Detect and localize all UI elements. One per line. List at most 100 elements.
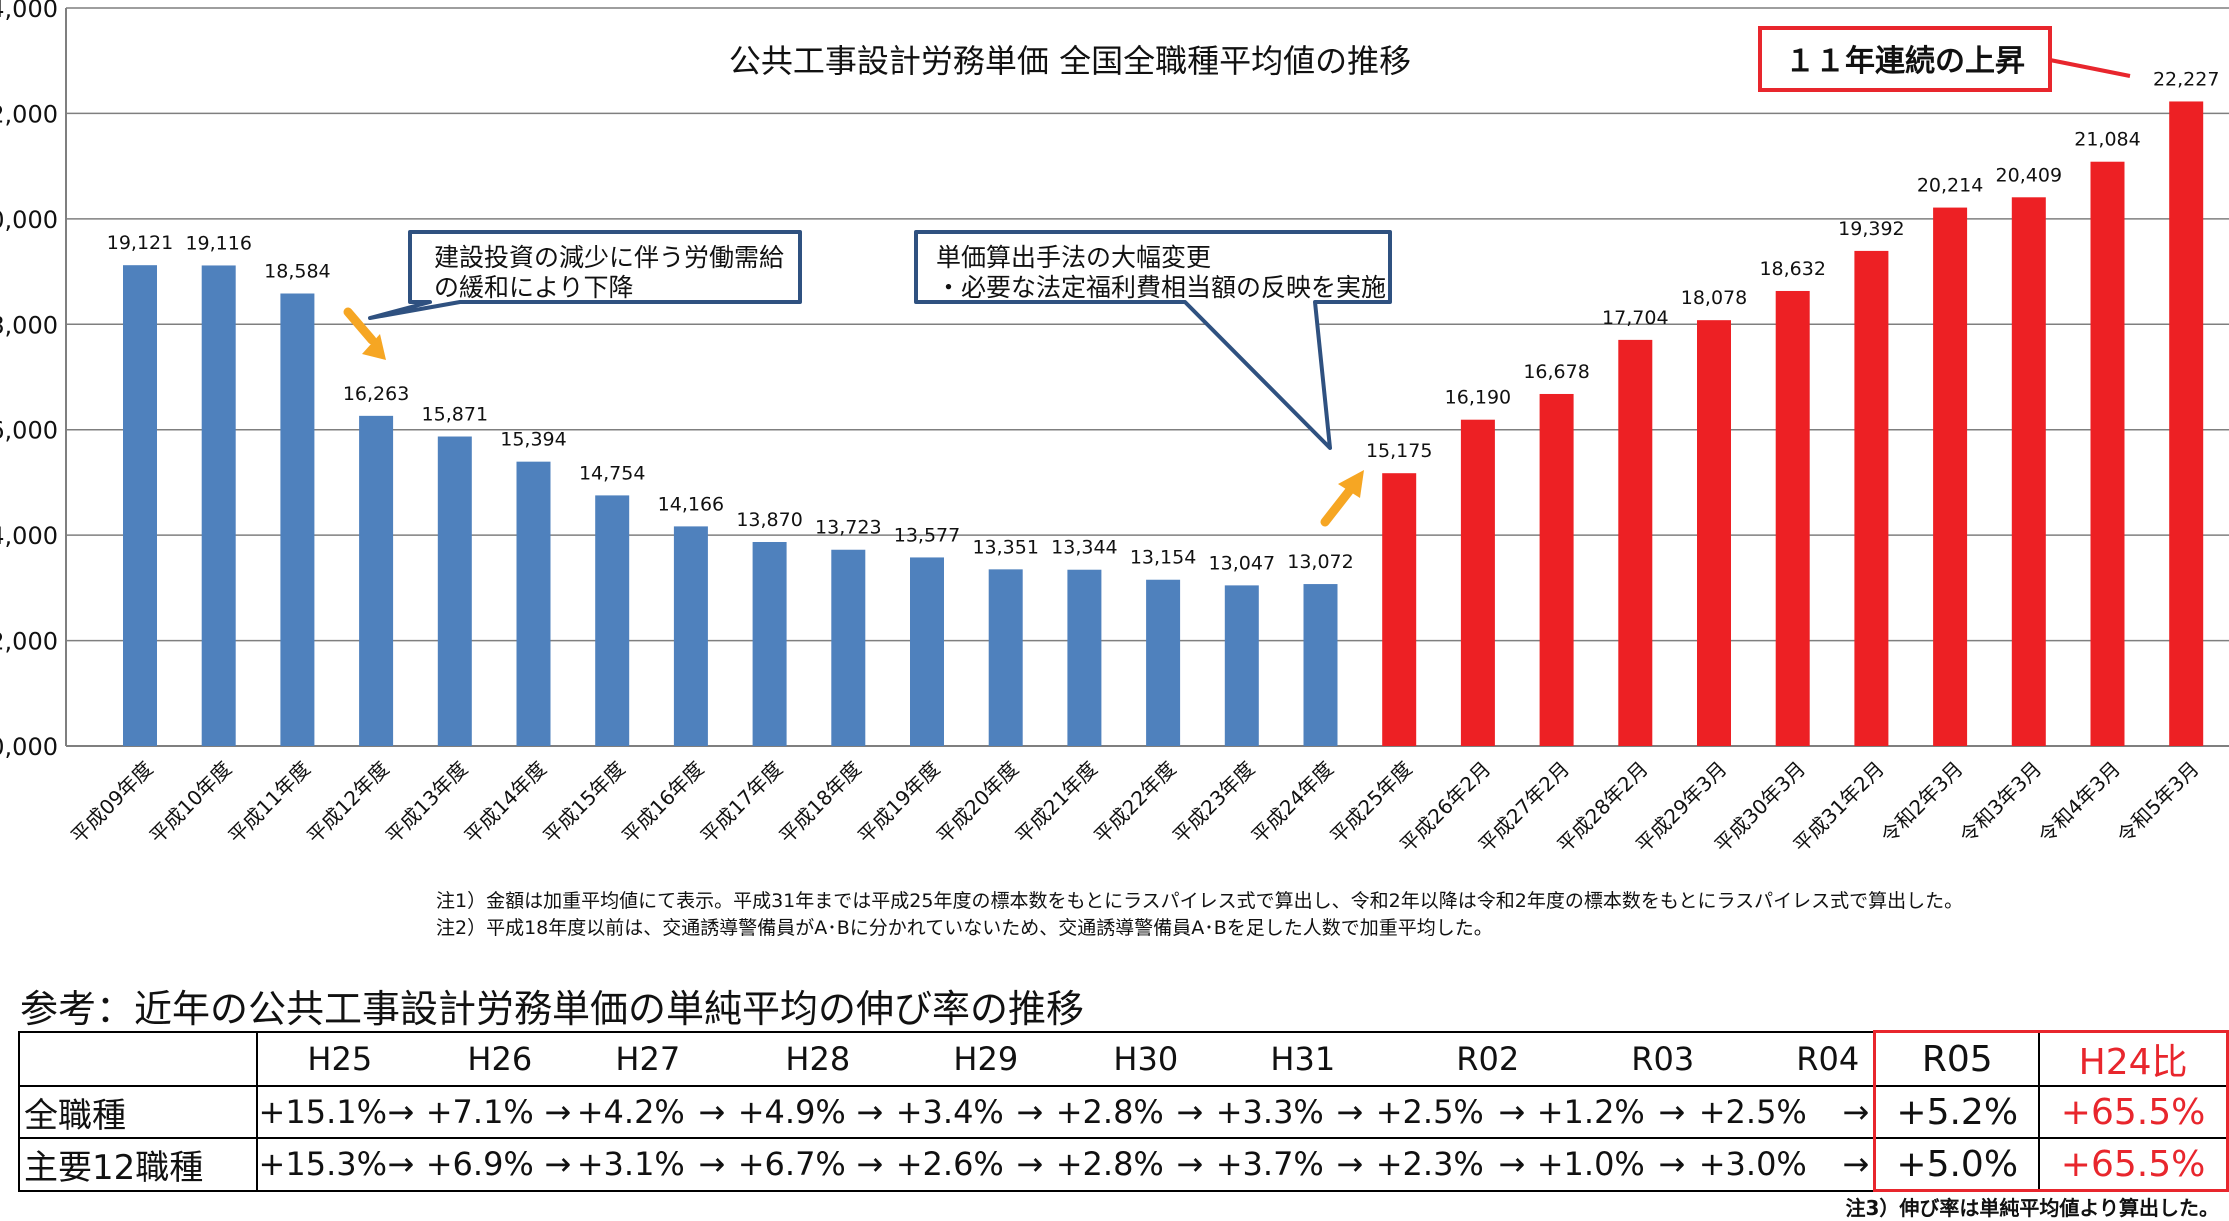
growth-value: +3.0%: [1698, 1145, 1807, 1184]
growth-value: +4.9%: [737, 1093, 846, 1131]
y-tick-label: 22,000: [0, 100, 58, 128]
value-label: 19,116: [185, 232, 251, 254]
growth-value: +6.7%: [737, 1145, 846, 1184]
x-tick-label: 平成22年度: [1089, 757, 1181, 849]
footnote-2: 注2）平成18年度以前は、交通誘導警備員がA･Bに分かれていないため、交通誘導警…: [436, 917, 1493, 939]
arrow-icon: →: [544, 1093, 572, 1131]
bar: [1697, 320, 1731, 746]
value-label: 18,632: [1759, 258, 1825, 280]
x-tick-label: 平成09年度: [66, 757, 158, 849]
table-row: 全職種 +15.1% → +7.1% → +4.2% → +4.9% → +3.4% → +2.8%…: [18, 1085, 2229, 1139]
bar: [201, 265, 236, 746]
growth-value: +15.1%: [258, 1093, 388, 1131]
growth-value: +2.5%: [1698, 1093, 1807, 1131]
x-tick-label: 平成13年度: [381, 757, 473, 849]
year-header: R04: [1796, 1039, 1860, 1078]
growth-rate-table: H25 H26 H27 H28 H29 H30 H31 R02 R03 R04 R05 H24比 …: [18, 1030, 2229, 1192]
bar: [1775, 290, 1810, 746]
bar: [359, 415, 394, 746]
value-label: 13,344: [1051, 537, 1117, 559]
growth-value: +1.0%: [1536, 1145, 1645, 1184]
year-header: H29: [953, 1039, 1019, 1078]
rise-callout-text: １１年連続の上昇: [1785, 44, 2025, 79]
growth-value: +4.2%: [576, 1093, 685, 1131]
arrow-icon: →: [387, 1145, 415, 1184]
x-tick-label: 平成23年度: [1168, 757, 1260, 849]
footnote-3: 注3）伸び率は単純平均値より算出した。: [1845, 1196, 2219, 1220]
bar: [1067, 569, 1102, 746]
year-header: H26: [467, 1039, 533, 1078]
arrow-icon: →: [698, 1145, 726, 1184]
bar: [2169, 101, 2204, 747]
value-label: 13,351: [972, 536, 1038, 558]
arrow-icon: →: [1842, 1093, 1870, 1131]
value-label: 15,871: [422, 404, 488, 426]
method-callout-line1: 単価算出手法の大幅変更: [936, 243, 1211, 272]
row-all-values-cell: +15.1% → +7.1% → +4.2% → +4.9% → +3.4% → +2.8% → +3.…: [255, 1085, 1876, 1139]
growth-value: +3.3%: [1215, 1093, 1324, 1131]
growth-value: +15.3%: [258, 1145, 388, 1184]
arrow-icon: →: [1498, 1093, 1526, 1131]
x-tick-label: 平成10年度: [145, 757, 237, 849]
value-label: 13,047: [1209, 552, 1275, 574]
x-tick-label: 平成11年度: [223, 757, 315, 849]
bar: [1854, 250, 1889, 747]
value-label: 19,121: [107, 232, 173, 254]
rise-callout: １１年連続の上昇: [1758, 26, 2131, 92]
bar: [831, 549, 866, 746]
arrow-icon: →: [856, 1093, 884, 1131]
arrow-icon: →: [1498, 1145, 1526, 1184]
bar: [595, 495, 630, 746]
bar: [673, 526, 708, 746]
arrow-icon: →: [1842, 1145, 1870, 1184]
x-tick-label: 平成17年度: [696, 757, 788, 849]
value-label: 15,394: [500, 429, 566, 451]
row-label-all: 全職種: [18, 1085, 258, 1139]
growth-value: +2.5%: [1375, 1093, 1484, 1131]
growth-value: +2.6%: [895, 1145, 1004, 1184]
arrow-icon: →: [1016, 1145, 1044, 1184]
y-tick-label: 20,000: [0, 206, 58, 234]
value-label: 19,392: [1838, 218, 1904, 240]
x-tick-label: 令和3年3月: [1955, 757, 2047, 849]
value-label: 18,584: [264, 261, 330, 283]
bar: [1146, 579, 1181, 746]
header-r05: R05: [1873, 1030, 2041, 1087]
x-axis-labels: 平成09年度平成10年度平成11年度平成12年度平成13年度平成14年度平成15…: [66, 757, 2204, 858]
bar: [516, 461, 551, 746]
x-tick-label: 令和4年3月: [2033, 757, 2125, 849]
x-tick-label: 平成16年度: [617, 757, 709, 849]
row-major12-h24-ratio: +65.5%: [2038, 1137, 2229, 1192]
arrow-icon: →: [1336, 1145, 1364, 1184]
bar: [1382, 473, 1417, 746]
year-header: H27: [615, 1039, 681, 1078]
value-label: 13,154: [1130, 547, 1196, 569]
x-tick-label: 平成15年度: [538, 757, 630, 849]
row-label-major12: 主要12職種: [18, 1137, 258, 1192]
growth-value: +3.4%: [895, 1093, 1004, 1131]
reference-title: 参考：近年の公共工事設計労務単価の単純平均の伸び率の推移: [20, 987, 1085, 1031]
method-callout-line2: ・必要な法定福利費相当額の反映を実施: [936, 273, 1386, 302]
bar: [1539, 393, 1574, 746]
growth-value: +7.1%: [425, 1093, 534, 1131]
bar: [2090, 161, 2125, 747]
x-tick-label: 平成19年度: [853, 757, 945, 849]
method-change-callout: 単価算出手法の大幅変更 ・必要な法定福利費相当額の反映を実施: [914, 230, 1392, 450]
header-empty-cell: [18, 1030, 258, 1087]
value-label: 22,227: [2153, 68, 2219, 90]
growth-value: +2.3%: [1375, 1145, 1484, 1184]
value-label: 16,678: [1523, 361, 1589, 383]
chart-title: 公共工事設計労務単価 全国全職種平均値の推移: [729, 42, 1411, 80]
arrow-icon: →: [1176, 1145, 1204, 1184]
arrow-icon: →: [1658, 1093, 1686, 1131]
row-all-h24-ratio: +65.5%: [2038, 1085, 2229, 1139]
footnote-1: 注1）金額は加重平均値にて表示。平成31年までは平成25年度の標本数をもとにラス…: [436, 890, 1964, 912]
x-tick-label: 平成21年度: [1010, 757, 1102, 849]
value-labels: 19,121 19,116 18,584 16,263 15,871 15,394 14,7…: [107, 68, 2220, 574]
arrow-icon: →: [1176, 1093, 1204, 1131]
bar: [1618, 339, 1653, 746]
table-row: 主要12職種 +15.3% → +6.9% → +3.1% → +6.7% → +2.6% → +2…: [18, 1137, 2229, 1192]
bar: [1460, 419, 1495, 746]
value-label: 16,190: [1445, 387, 1511, 409]
x-tick-label: 平成24年度: [1246, 757, 1338, 849]
